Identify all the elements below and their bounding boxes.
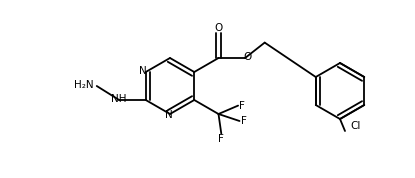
Text: O: O: [243, 52, 251, 62]
Text: NH: NH: [111, 93, 127, 103]
Text: N: N: [139, 66, 146, 76]
Text: F: F: [218, 134, 224, 144]
Text: N: N: [165, 111, 173, 121]
Text: O: O: [215, 23, 222, 33]
Text: Cl: Cl: [350, 121, 360, 131]
Text: H₂N: H₂N: [74, 80, 94, 90]
Text: F: F: [241, 116, 247, 126]
Text: F: F: [239, 101, 245, 111]
